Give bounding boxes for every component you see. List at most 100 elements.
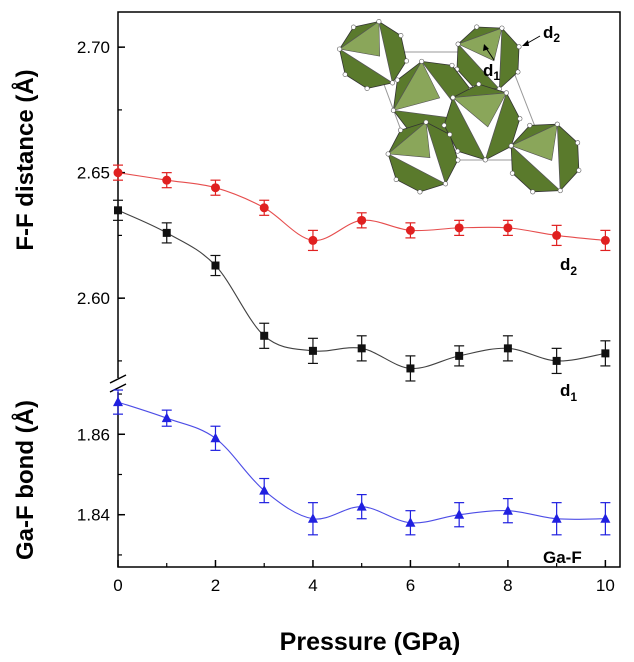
- y-tick-label: 2.60: [77, 289, 110, 308]
- data-point-Ga-F: [113, 396, 123, 407]
- fluorine-atom: [455, 41, 461, 47]
- x-axis-title: Pressure (GPa): [280, 628, 461, 656]
- series-label-Ga-F: Ga-F: [543, 548, 582, 567]
- fluorine-atom: [364, 85, 370, 91]
- data-point-d1: [601, 349, 610, 358]
- fluorine-atom: [337, 46, 343, 52]
- fluorine-atom: [447, 132, 453, 138]
- fluorine-atom: [509, 170, 515, 176]
- x-tick-label: 2: [211, 576, 220, 595]
- polyhedron-face: [387, 121, 431, 158]
- polyhedron-face: [457, 27, 503, 62]
- x-tick-label: 6: [406, 576, 415, 595]
- fluorine-atom: [554, 121, 560, 127]
- axis-break-gap: [112, 378, 124, 392]
- data-point-d1: [357, 344, 366, 353]
- series-label-d1: d1: [560, 381, 577, 404]
- fluorine-atom: [517, 116, 523, 122]
- inset-arrowhead: [483, 44, 489, 51]
- data-point-d1: [114, 206, 122, 215]
- fluorine-atom: [476, 81, 482, 87]
- data-markers: [113, 168, 611, 527]
- y-tick-label: 2.70: [77, 38, 110, 57]
- polyhedron-face: [338, 20, 381, 57]
- fluorine-atom: [390, 80, 396, 86]
- fluorine-atom: [441, 122, 447, 128]
- fluorine-atom: [530, 189, 536, 195]
- axes-layer: 0 2 4 6 8 10 2.60 2.65 2.70 1.84 1.86: [77, 11, 621, 595]
- fluorine-atom: [442, 181, 448, 187]
- plot-frame: [117, 11, 621, 568]
- data-point-d2: [113, 168, 123, 178]
- fluorine-atom: [508, 143, 514, 149]
- polyhedron-face: [510, 123, 558, 161]
- data-point-d2: [210, 183, 220, 193]
- fluorine-atom: [455, 157, 461, 163]
- axis-break-mark: [109, 383, 127, 393]
- polyhedron: [508, 121, 582, 195]
- fluorine-atom: [403, 58, 409, 64]
- fluorine-atom: [390, 107, 396, 113]
- series-labels: d2 d1 Ga-F: [543, 255, 582, 567]
- fluorine-atom: [417, 189, 423, 195]
- inset-label-d2: d2: [543, 23, 560, 45]
- x-tick-label: 10: [596, 576, 615, 595]
- data-point-d2: [259, 203, 269, 213]
- y-tick-label: 1.84: [77, 506, 110, 525]
- data-point-d1: [308, 346, 317, 355]
- inset-arrowhead: [522, 40, 529, 46]
- data-point-Ga-F: [454, 509, 465, 519]
- polyhedron: [337, 19, 409, 91]
- x-tick-label: 8: [503, 576, 512, 595]
- data-point-Ga-F: [405, 517, 416, 527]
- x-tick-label: 0: [113, 576, 122, 595]
- data-point-d2: [454, 223, 464, 233]
- series-label-d2: d2: [560, 255, 577, 278]
- data-point-d1: [260, 331, 269, 340]
- y-axis-title-lower: Ga-F bond (Å): [11, 400, 39, 560]
- fluorine-atom: [419, 58, 425, 64]
- data-point-d2: [405, 225, 415, 235]
- inset-label-d2-subscript: 2: [553, 31, 560, 45]
- polyhedron: [441, 81, 523, 163]
- fluorine-atom: [342, 72, 348, 78]
- data-point-d2: [162, 175, 172, 185]
- fluorine-atom: [450, 95, 456, 101]
- fluorine-atom: [398, 32, 404, 38]
- fluorine-atom: [527, 122, 533, 128]
- series-label-subscript: 2: [570, 264, 577, 278]
- fluorine-atom: [516, 44, 522, 50]
- y-tick-label: 2.65: [77, 164, 110, 183]
- y-axis-title-upper: F-F distance (Å): [11, 69, 39, 250]
- data-point-d1: [503, 344, 512, 353]
- fluorine-atom: [385, 151, 391, 157]
- y-tick-label: 1.86: [77, 425, 110, 444]
- data-point-d1: [406, 364, 415, 373]
- fluorine-atom: [576, 167, 582, 173]
- data-point-d2: [308, 235, 318, 245]
- inset-label-d1-subscript: 1: [493, 69, 500, 83]
- data-point-Ga-F: [551, 513, 562, 523]
- data-point-Ga-F: [502, 505, 513, 515]
- polyhedron: [385, 119, 461, 195]
- fluorine-atom: [515, 69, 521, 75]
- data-point-d2: [503, 223, 513, 233]
- fluorine-atom: [394, 77, 400, 83]
- polyhedron: [454, 24, 522, 92]
- data-point-d1: [162, 228, 171, 237]
- fluorine-atom: [474, 24, 480, 30]
- x-tick-label: 4: [308, 576, 317, 595]
- data-point-Ga-F: [356, 501, 367, 511]
- polyhedron-face: [452, 92, 507, 128]
- fluorine-atom: [482, 157, 488, 163]
- data-point-d1: [455, 351, 464, 360]
- data-point-d1: [211, 261, 220, 270]
- fluorine-atom: [503, 90, 509, 96]
- fluorine-atom: [350, 24, 356, 30]
- data-point-d2: [600, 235, 610, 245]
- inset-arrow-d1: [485, 47, 495, 61]
- data-point-Ga-F: [307, 513, 318, 523]
- fluorine-atom: [398, 127, 404, 133]
